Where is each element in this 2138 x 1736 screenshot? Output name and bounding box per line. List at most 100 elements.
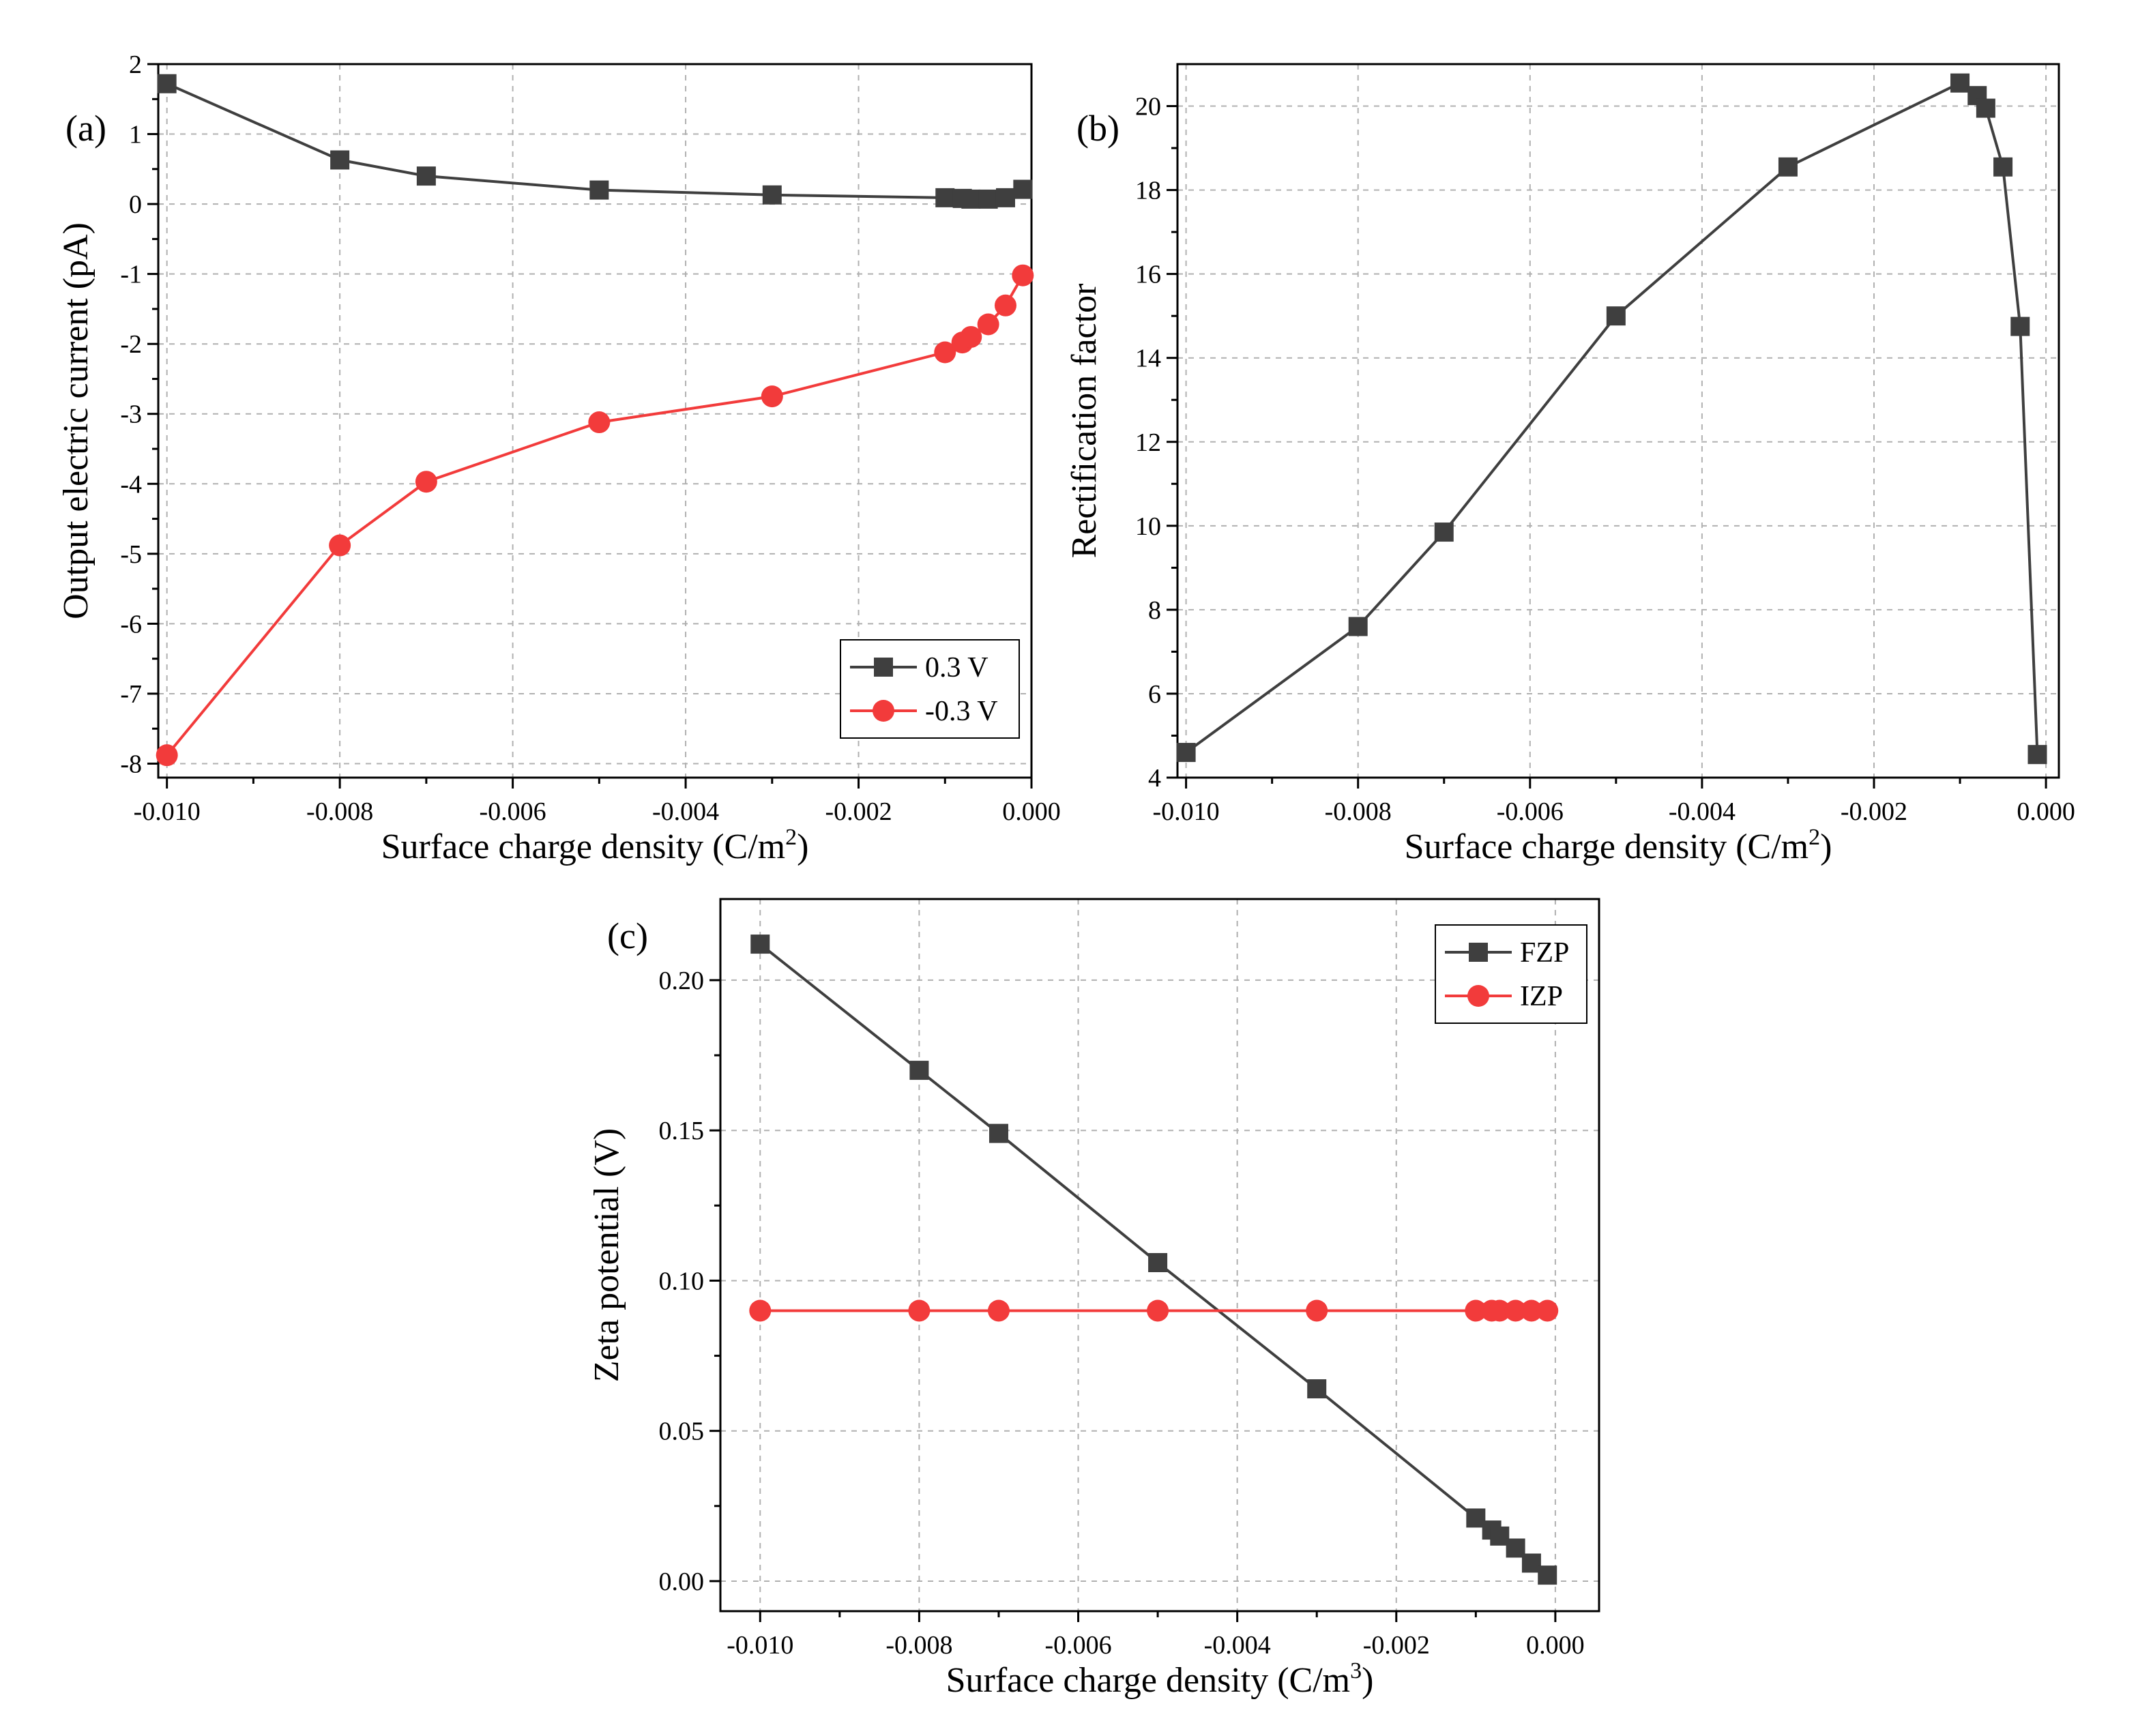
x-tick-label: -0.008 [885, 1631, 952, 1660]
x-tick-label: 0.000 [1526, 1631, 1585, 1660]
data-point-square [1950, 73, 1970, 93]
x-tick-label: -0.004 [1204, 1631, 1271, 1660]
y-tick-label: 6 [1148, 680, 1161, 709]
data-point-square [995, 188, 1015, 207]
y-tick-label: 0.15 [659, 1117, 705, 1145]
legend-box [1435, 924, 1587, 1024]
legend-box [840, 639, 1020, 739]
y-tick-label: 12 [1135, 428, 1161, 457]
data-point-square [762, 185, 782, 205]
x-tick-label: 0.000 [1002, 797, 1061, 826]
x-tick-label: -0.010 [727, 1631, 793, 1660]
data-point-square [978, 189, 998, 209]
data-point-square [1976, 98, 1995, 118]
data-point-circle [994, 294, 1016, 317]
data-point-circle [1465, 1299, 1487, 1322]
x-tick-label: -0.006 [480, 797, 546, 826]
x-axis-label-superscript: 2 [785, 825, 797, 850]
y-tick-label: 0.05 [659, 1417, 705, 1446]
x-tick-label: 0.000 [2017, 797, 2075, 826]
data-point-square [1778, 157, 1798, 177]
plot-frame [1176, 63, 2060, 779]
data-point-square [1176, 743, 1196, 763]
x-axis-label: Surface charge density (C/m3) [946, 1658, 1374, 1700]
panel-label: (a) [65, 108, 106, 149]
panel-a: -0.010 -0.008 -0.006 -0.004 -0.002 0.000 -8 -7 -… [57, 50, 1061, 866]
y-tick-label: -1 [120, 261, 142, 289]
x-tick-label: -0.010 [1153, 797, 1220, 826]
data-point-circle [977, 313, 999, 336]
data-point-circle [960, 325, 982, 348]
data-point-square [416, 166, 436, 186]
y-tick-label: 10 [1135, 512, 1161, 541]
x-axis-label-superscript: 2 [1808, 825, 1820, 850]
data-point-square [1348, 617, 1368, 636]
y-tick-label: 20 [1135, 93, 1161, 121]
legend-marker-circle [873, 700, 894, 722]
panel-c: -0.010 -0.008 -0.006 -0.004 -0.002 0.000 0.00 0… [587, 898, 1600, 1700]
y-tick-label: 0.00 [659, 1568, 705, 1596]
data-point-square [935, 188, 955, 207]
y-axis-label: Output electric current (pA) [57, 222, 96, 619]
data-point-circle [987, 1299, 1010, 1322]
data-point-square [157, 74, 177, 93]
x-tick-label: -0.006 [1044, 1631, 1111, 1660]
data-point-square [1148, 1253, 1168, 1273]
panel-b: -0.010 -0.008 -0.006 -0.004 -0.002 0.000 4 6 8 10… [1065, 63, 2075, 866]
data-point-square [589, 180, 609, 200]
data-point-circle [329, 534, 351, 557]
x-tick-label: -0.002 [1363, 1631, 1430, 1660]
x-tick-label: -0.006 [1497, 797, 1564, 826]
data-point-square [1013, 179, 1033, 199]
data-point-square [1538, 1565, 1557, 1585]
x-tick-label: -0.002 [1841, 797, 1907, 826]
plot-frame [157, 63, 1033, 779]
x-axis-label-text: Surface charge density (C/m [381, 827, 786, 866]
x-tick-label: -0.008 [1325, 797, 1392, 826]
y-tick-label: -3 [120, 400, 142, 429]
legend-marker-square [874, 658, 893, 677]
legend-label: IZP [1520, 981, 1563, 1012]
y-tick-label: -8 [120, 750, 142, 778]
data-point-circle [1012, 264, 1034, 286]
x-tick-label: -0.010 [134, 797, 201, 826]
data-point-circle [1147, 1299, 1169, 1322]
legend-label: -0.3 V [925, 696, 998, 727]
x-axis-label: Surface charge density (C/m2) [1405, 825, 1832, 866]
x-tick-label: -0.002 [825, 797, 892, 826]
data-point-square [750, 935, 770, 954]
series-line [1185, 81, 2039, 755]
y-tick-label: -5 [120, 540, 142, 569]
x-axis-label-end: ) [797, 827, 808, 866]
data-point-circle [761, 385, 783, 408]
x-axis-label-text: Surface charge density (C/m [946, 1661, 1351, 1700]
plot-frame [719, 898, 1600, 1613]
panel-label: (b) [1077, 108, 1119, 149]
data-point-square [2027, 745, 2047, 765]
data-point-square [1606, 306, 1626, 326]
data-point-circle [934, 341, 956, 364]
x-axis-label: Surface charge density (C/m2) [381, 825, 809, 866]
y-tick-label: 0.10 [659, 1267, 705, 1295]
legend-marker-square [1469, 943, 1488, 962]
x-axis-label-end: ) [1362, 1661, 1373, 1700]
y-tick-label: 0 [129, 190, 142, 219]
y-tick-label: -4 [120, 470, 142, 499]
x-tick-label: -0.004 [1669, 797, 1736, 826]
data-point-square [2010, 317, 2030, 336]
y-tick-label: -7 [120, 680, 142, 709]
data-point-square [1307, 1379, 1327, 1399]
data-point-circle [1489, 1299, 1511, 1322]
data-point-circle [156, 744, 178, 767]
y-tick-label: 4 [1148, 764, 1161, 793]
y-tick-label: -6 [120, 610, 142, 638]
data-point-circle [1520, 1299, 1542, 1322]
data-point-square [961, 189, 981, 209]
x-tick-label: -0.008 [306, 797, 373, 826]
data-point-circle [1504, 1299, 1527, 1322]
y-tick-label: 16 [1135, 261, 1161, 289]
data-point-square [1993, 157, 2013, 177]
data-point-circle [908, 1299, 931, 1322]
data-point-square [989, 1123, 1008, 1143]
